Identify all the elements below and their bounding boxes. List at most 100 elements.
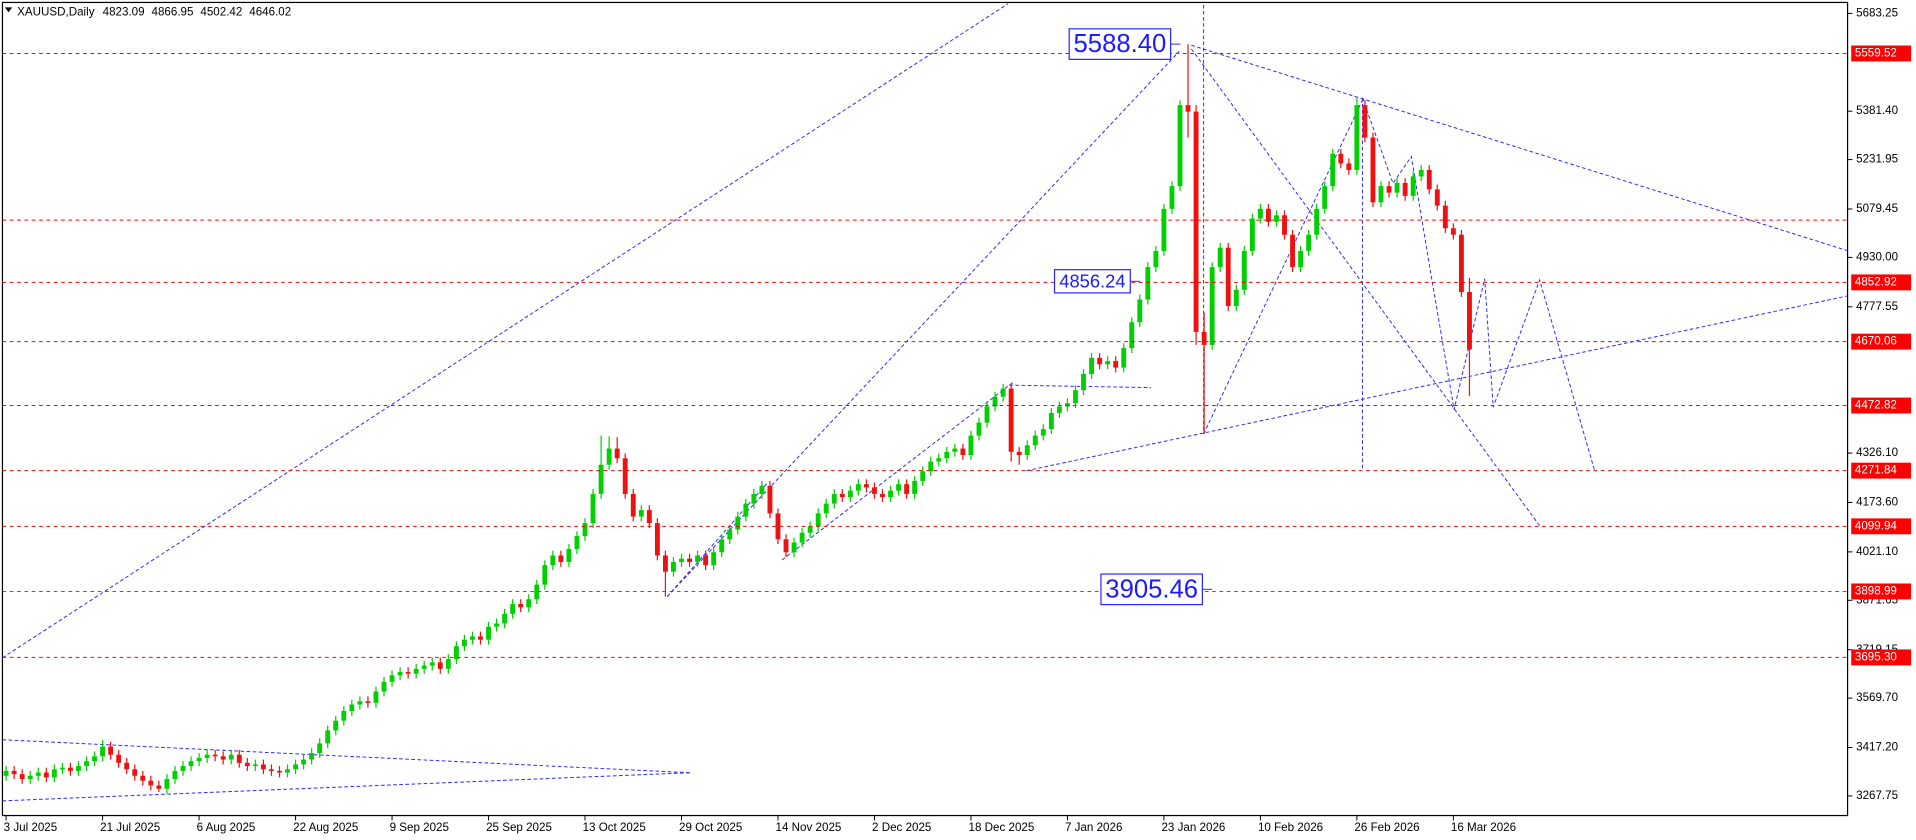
candle-body bbox=[912, 480, 918, 494]
candle-body bbox=[839, 493, 845, 498]
candle-body bbox=[920, 471, 926, 481]
candle-body bbox=[413, 668, 419, 674]
candle-body bbox=[783, 539, 789, 553]
candle-body bbox=[51, 769, 57, 778]
candle-body bbox=[1032, 435, 1038, 446]
candle-body bbox=[397, 672, 403, 676]
candle-body bbox=[92, 756, 97, 762]
level-label: 5559.52 bbox=[1855, 47, 1897, 60]
candle-body bbox=[357, 701, 363, 705]
candle-body bbox=[598, 464, 604, 494]
candle-body bbox=[341, 710, 347, 721]
level-label: 4271.84 bbox=[1855, 464, 1897, 477]
candle-body bbox=[1089, 357, 1095, 375]
candle-body bbox=[992, 396, 998, 407]
y-tick-label: 5079.45 bbox=[1856, 202, 1898, 215]
annotation-box bbox=[1053, 269, 1131, 294]
candle-body bbox=[140, 775, 146, 781]
y-tick-label: 4173.60 bbox=[1856, 496, 1898, 509]
candle-body bbox=[638, 510, 644, 517]
candle-body bbox=[1129, 322, 1135, 349]
candle-body bbox=[1241, 250, 1247, 290]
candle-body bbox=[502, 613, 508, 624]
annotation-label: 3905.46 bbox=[1105, 575, 1198, 603]
candle-body bbox=[1298, 250, 1304, 268]
candle-body bbox=[212, 754, 218, 757]
candle-body bbox=[1450, 228, 1456, 235]
x-tick-label: 10 Feb 2026 bbox=[1258, 821, 1323, 834]
trendline bbox=[1190, 48, 1541, 527]
candle-body bbox=[164, 779, 170, 789]
candle-body bbox=[333, 720, 339, 731]
candle-body bbox=[252, 764, 258, 767]
level-label: 3898.99 bbox=[1855, 584, 1897, 597]
x-tick-label: 23 Jan 2026 bbox=[1161, 821, 1225, 834]
y-tick-label: 3569.70 bbox=[1856, 691, 1898, 704]
candle-body bbox=[880, 493, 885, 498]
level-label: 4670.06 bbox=[1855, 335, 1897, 348]
level-label: 4852.92 bbox=[1855, 275, 1897, 288]
candle-body bbox=[76, 766, 81, 771]
header-low: 4502.42 bbox=[200, 5, 242, 18]
candle-body bbox=[960, 448, 966, 456]
y-tick-label: 4021.10 bbox=[1856, 545, 1898, 558]
candle-body bbox=[301, 759, 307, 765]
candle-body bbox=[156, 785, 162, 789]
y-tick-label: 5381.40 bbox=[1856, 104, 1898, 117]
candle-body bbox=[116, 754, 122, 763]
candle-body bbox=[381, 681, 387, 692]
candle-body bbox=[928, 461, 934, 472]
candle-body bbox=[1153, 250, 1159, 268]
level-label-bg bbox=[1851, 45, 1912, 62]
candle-body bbox=[43, 772, 49, 778]
candle-body bbox=[654, 523, 660, 556]
candle-body bbox=[285, 769, 290, 773]
candle-body bbox=[542, 565, 548, 585]
candle-body bbox=[244, 762, 250, 767]
candle-body bbox=[679, 558, 684, 562]
candle-body bbox=[1354, 105, 1360, 170]
trendline bbox=[2, 739, 691, 774]
candle-body bbox=[1233, 289, 1239, 307]
candle-body bbox=[630, 493, 636, 517]
y-tick-label: 4326.10 bbox=[1856, 446, 1898, 459]
candle-body bbox=[3, 770, 9, 776]
annotation-box bbox=[1068, 28, 1172, 61]
candle-body bbox=[719, 539, 725, 553]
header-close: 4646.02 bbox=[249, 5, 291, 18]
candle-body bbox=[574, 536, 580, 549]
level-label-bg bbox=[1851, 333, 1912, 350]
header-open: 4823.09 bbox=[103, 5, 145, 18]
candle-body bbox=[1434, 189, 1440, 206]
candle-body bbox=[180, 766, 186, 771]
x-tick-label: 9 Sep 2025 bbox=[390, 821, 449, 834]
candle-body bbox=[236, 754, 242, 763]
trendline bbox=[1009, 384, 1152, 389]
candle-body bbox=[1193, 111, 1199, 332]
symbol-title: XAUUSD,Daily bbox=[17, 5, 95, 18]
y-tick-label: 3417.20 bbox=[1856, 741, 1898, 754]
candle-body bbox=[695, 555, 701, 562]
x-tick-label: 18 Dec 2025 bbox=[969, 821, 1035, 834]
candle-body bbox=[59, 767, 65, 770]
candle-body bbox=[759, 485, 765, 494]
menu-arrow[interactable] bbox=[4, 7, 13, 13]
x-tick-label: 3 Jul 2025 bbox=[4, 821, 58, 834]
candle-body bbox=[1386, 186, 1392, 193]
candle-body bbox=[566, 548, 572, 562]
candle-body bbox=[421, 665, 427, 669]
candle-body bbox=[863, 484, 869, 488]
candle-body bbox=[108, 746, 114, 755]
candle-body bbox=[1266, 208, 1271, 222]
candle-body bbox=[767, 485, 773, 514]
candle-body bbox=[1073, 390, 1078, 404]
y-tick-label: 4777.55 bbox=[1856, 300, 1898, 313]
candle-body bbox=[1016, 451, 1022, 456]
y-tick-label: 5231.95 bbox=[1856, 153, 1898, 166]
trendline bbox=[1026, 295, 1848, 472]
candle-body bbox=[831, 493, 837, 504]
candle-body bbox=[293, 764, 299, 770]
annotation-label: 5588.40 bbox=[1074, 30, 1167, 58]
candle-body bbox=[100, 746, 106, 757]
